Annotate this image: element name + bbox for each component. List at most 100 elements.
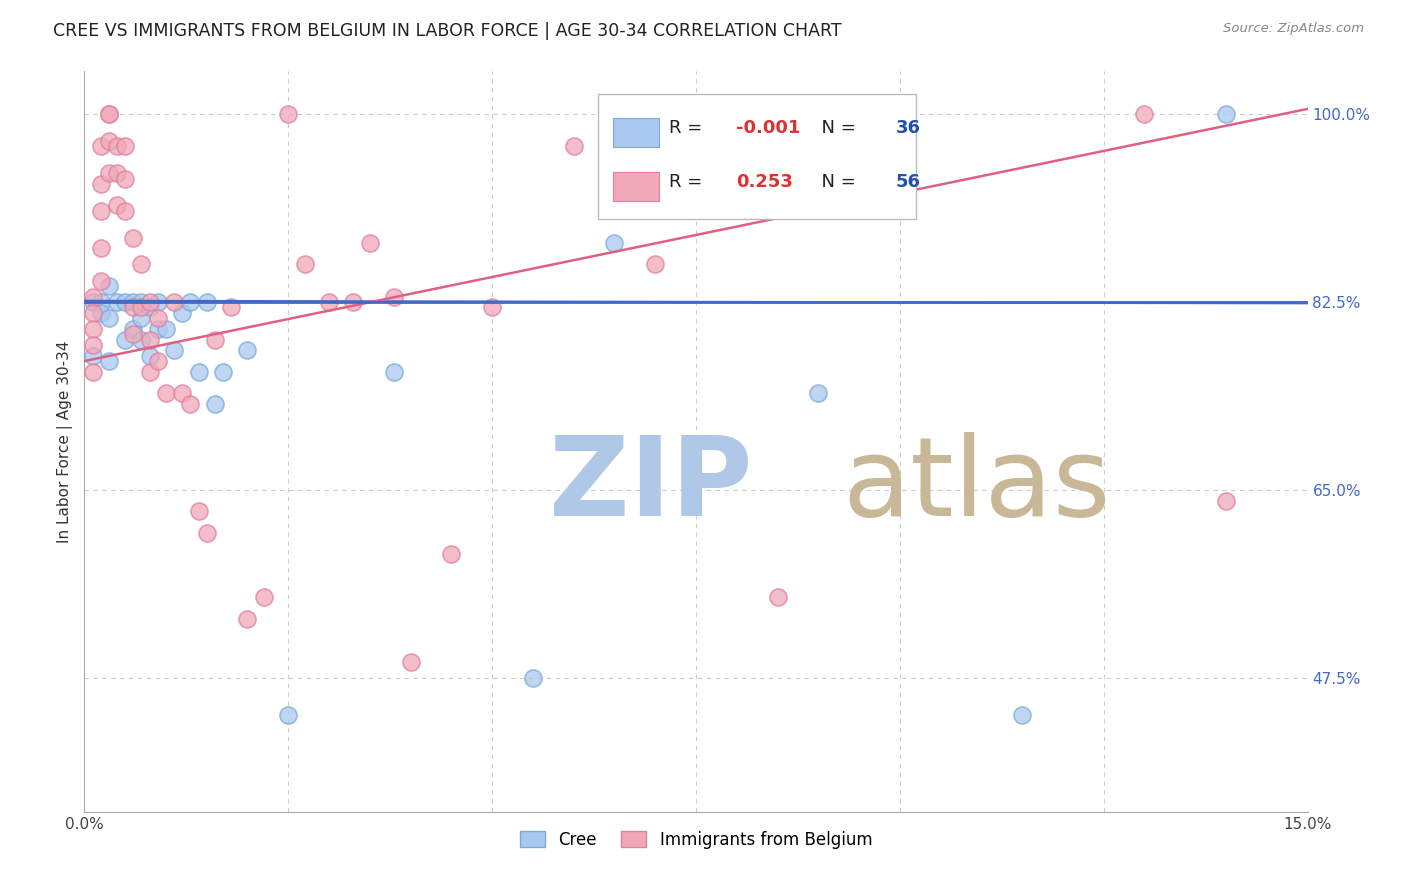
- Point: [277, 107, 299, 121]
- Point: [603, 235, 626, 250]
- Point: [807, 386, 830, 401]
- Point: [97, 166, 120, 180]
- Point: [204, 397, 226, 411]
- Point: [90, 177, 112, 191]
- Point: [82, 306, 104, 320]
- Point: [481, 301, 503, 315]
- Point: [236, 611, 259, 625]
- Point: [114, 203, 136, 218]
- Point: [105, 198, 128, 212]
- Point: [146, 311, 169, 326]
- Point: [1133, 107, 1156, 121]
- Point: [766, 590, 789, 604]
- Legend: Cree, Immigrants from Belgium: Cree, Immigrants from Belgium: [513, 824, 879, 855]
- Point: [138, 333, 160, 347]
- Point: [219, 301, 242, 315]
- Point: [163, 295, 186, 310]
- Text: 56: 56: [896, 173, 921, 192]
- Point: [105, 139, 128, 153]
- Point: [97, 134, 120, 148]
- Text: atlas: atlas: [842, 433, 1111, 540]
- Point: [97, 279, 120, 293]
- Point: [114, 295, 136, 310]
- Point: [122, 327, 145, 342]
- Point: [1011, 708, 1033, 723]
- Text: R =: R =: [669, 120, 709, 137]
- Point: [131, 295, 153, 310]
- Point: [179, 397, 201, 411]
- Bar: [613, 172, 659, 201]
- Point: [382, 365, 405, 379]
- Y-axis label: In Labor Force | Age 30-34: In Labor Force | Age 30-34: [58, 340, 73, 543]
- Text: Source: ZipAtlas.com: Source: ZipAtlas.com: [1223, 22, 1364, 36]
- Point: [562, 139, 585, 153]
- Point: [97, 354, 120, 368]
- Point: [97, 311, 120, 326]
- Point: [1215, 107, 1237, 121]
- Point: [294, 258, 316, 272]
- Point: [522, 671, 544, 685]
- Point: [236, 343, 259, 358]
- Point: [318, 295, 340, 310]
- Point: [105, 295, 128, 310]
- Point: [114, 171, 136, 186]
- Point: [90, 274, 112, 288]
- Point: [90, 295, 112, 310]
- Point: [122, 322, 145, 336]
- Point: [131, 333, 153, 347]
- Point: [138, 295, 160, 310]
- Point: [204, 333, 226, 347]
- Text: 0.253: 0.253: [737, 173, 793, 192]
- Point: [82, 295, 104, 310]
- Point: [179, 295, 201, 310]
- FancyBboxPatch shape: [598, 94, 917, 219]
- Point: [82, 338, 104, 352]
- Point: [138, 349, 160, 363]
- Point: [97, 107, 120, 121]
- Point: [195, 295, 218, 310]
- Point: [131, 301, 153, 315]
- Point: [90, 241, 112, 255]
- Point: [155, 386, 177, 401]
- Point: [644, 258, 666, 272]
- Point: [138, 365, 160, 379]
- Text: N =: N =: [810, 120, 862, 137]
- Point: [212, 365, 235, 379]
- Point: [253, 590, 276, 604]
- Point: [90, 139, 112, 153]
- Point: [122, 295, 145, 310]
- Point: [114, 139, 136, 153]
- Point: [90, 203, 112, 218]
- Point: [122, 230, 145, 244]
- Text: R =: R =: [669, 173, 714, 192]
- Point: [187, 504, 209, 518]
- Text: CREE VS IMMIGRANTS FROM BELGIUM IN LABOR FORCE | AGE 30-34 CORRELATION CHART: CREE VS IMMIGRANTS FROM BELGIUM IN LABOR…: [53, 22, 842, 40]
- Point: [131, 311, 153, 326]
- Point: [277, 708, 299, 723]
- Point: [97, 107, 120, 121]
- Point: [359, 235, 381, 250]
- Point: [399, 655, 422, 669]
- Text: N =: N =: [810, 173, 862, 192]
- Point: [195, 525, 218, 540]
- Point: [82, 322, 104, 336]
- Point: [122, 301, 145, 315]
- Text: ZIP: ZIP: [550, 433, 752, 540]
- Point: [1215, 493, 1237, 508]
- Point: [155, 322, 177, 336]
- Point: [146, 354, 169, 368]
- Point: [163, 343, 186, 358]
- Point: [131, 258, 153, 272]
- Point: [146, 322, 169, 336]
- Point: [172, 306, 194, 320]
- Point: [382, 290, 405, 304]
- Point: [105, 166, 128, 180]
- Point: [146, 295, 169, 310]
- Point: [440, 547, 463, 561]
- Point: [82, 349, 104, 363]
- Point: [187, 365, 209, 379]
- Point: [172, 386, 194, 401]
- Point: [82, 290, 104, 304]
- Point: [138, 301, 160, 315]
- Point: [114, 333, 136, 347]
